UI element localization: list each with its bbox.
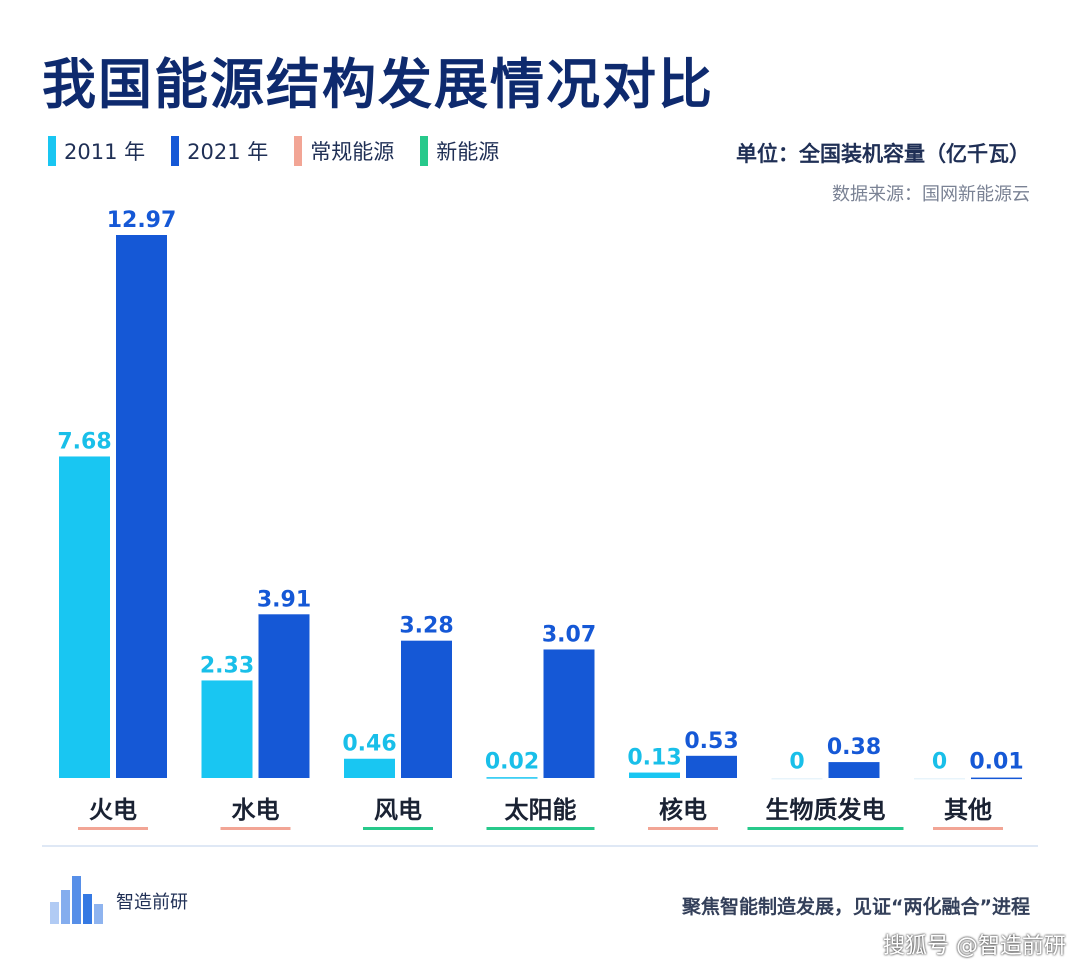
category-label-6: 其他 <box>944 796 992 824</box>
category-underline-5 <box>747 827 904 830</box>
data-label-2011-0: 7.68 <box>57 429 111 454</box>
data-label-2021-6: 0.01 <box>969 750 1023 775</box>
data-label-2021-0: 12.97 <box>107 208 177 233</box>
bar-2011-4 <box>629 772 680 778</box>
legend-item-conventional: 常规能源 <box>294 136 394 166</box>
legend-label-2011: 2011 年 <box>64 140 146 164</box>
bar-2011-6 <box>914 778 965 780</box>
bar-2011-5 <box>771 778 823 780</box>
watermark: 搜狐号 @智造前研 <box>883 934 1066 959</box>
data-label-2021-1: 3.91 <box>257 587 311 612</box>
category-label-1: 水电 <box>232 796 280 824</box>
legend-swatch-2011 <box>48 136 56 166</box>
category-underline-6 <box>933 827 1003 830</box>
data-label-2021-2: 3.28 <box>399 614 453 639</box>
data-label-2011-6: 0 <box>932 750 947 775</box>
bar-2021-0 <box>116 235 167 778</box>
data-label-2011-3: 0.02 <box>485 750 539 775</box>
data-label-2011-4: 0.13 <box>627 746 681 771</box>
category-underline-3 <box>486 827 595 830</box>
source-label: 数据来源：国网新能源云 <box>832 184 1030 205</box>
bar-2011-2 <box>344 758 395 778</box>
divider <box>42 845 1038 847</box>
legend-item-new-energy: 新能源 <box>420 136 499 166</box>
category-underline-2 <box>363 827 433 830</box>
category-label-3: 太阳能 <box>505 796 577 824</box>
bar-2021-4 <box>686 755 737 778</box>
legend-item-2011: 2011 年 <box>48 136 145 166</box>
brand-logo: 智造前研 <box>50 872 188 930</box>
data-label-2011-5: 0 <box>789 750 804 775</box>
category-label-4: 核电 <box>659 796 707 824</box>
category-underline-4 <box>648 827 718 830</box>
data-label-2021-4: 0.53 <box>684 729 738 754</box>
data-label-2021-5: 0.38 <box>827 735 881 760</box>
bar-2021-2 <box>401 640 452 778</box>
unit-label: 单位：全国装机容量（亿千瓦） <box>736 142 1030 166</box>
data-label-2011-2: 0.46 <box>342 732 396 757</box>
bar-2011-3 <box>486 777 538 779</box>
data-label-2021-3: 3.07 <box>542 622 596 647</box>
bar-2011-0 <box>59 456 110 778</box>
legend-item-2021: 2021 年 <box>171 136 268 166</box>
category-underline-1 <box>220 827 291 830</box>
bar-2021-3 <box>543 649 595 778</box>
category-underline-0 <box>78 827 148 830</box>
bar-2021-1 <box>258 614 310 778</box>
chart-title: 我国能源结构发展情况对比 <box>42 53 714 116</box>
category-label-2: 风电 <box>374 796 422 824</box>
bar-2011-1 <box>201 680 253 778</box>
legend-label-2021: 2021 年 <box>187 140 269 164</box>
legend-label-conventional: 常规能源 <box>310 140 395 164</box>
bar-2021-5 <box>828 762 880 778</box>
legend: 2011 年 2021 年 常规能源 新能源 <box>48 136 499 166</box>
legend-swatch-conventional <box>294 136 303 166</box>
logo-text: 智造前研 <box>116 892 188 913</box>
legend-label-new-energy: 新能源 <box>436 140 500 164</box>
slogan: 聚焦智能制造发展，见证“两化融合”进程 <box>682 896 1030 918</box>
data-label-2011-1: 2.33 <box>200 653 254 678</box>
legend-swatch-new-energy <box>420 136 429 166</box>
category-label-0: 火电 <box>89 796 137 824</box>
category-label-5: 生物质发电 <box>766 796 886 824</box>
bar-2021-6 <box>971 777 1022 780</box>
logo-mark-icon <box>50 872 108 930</box>
legend-swatch-2021 <box>171 136 180 166</box>
bar-chart: 7.68 12.97 火电 2.33 3.91 水电 0.46 3.28 风电 0.02 3.07 太… <box>57 208 1024 830</box>
